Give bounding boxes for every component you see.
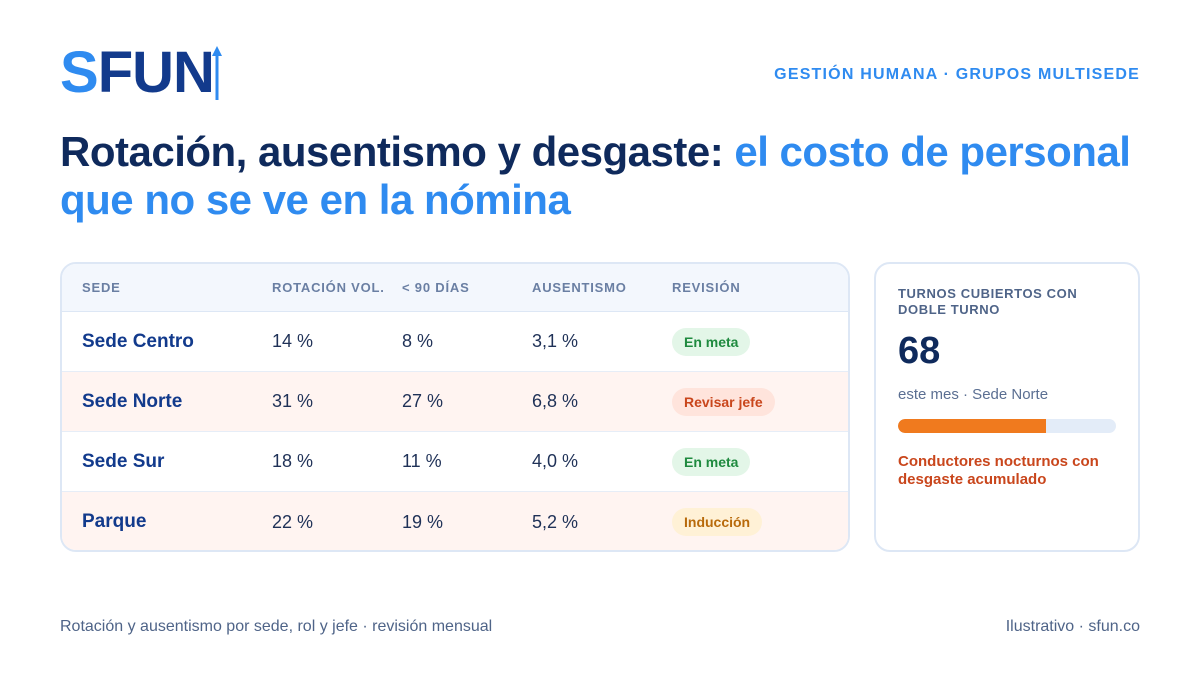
page-title: Rotación, ausentismo y desgaste: el cost…	[60, 128, 1140, 224]
logo-arrow-up-icon	[211, 46, 222, 100]
table-row: Sede Centro 14 % 8 % 3,1 % En meta	[62, 312, 848, 372]
cell-menos-90: 19 %	[402, 511, 444, 532]
cell-rotacion: 31 %	[272, 391, 314, 411]
cell-ausentismo: 3,1 %	[532, 331, 579, 351]
table-header-row: SEDE ROTACIÓN VOL. < 90 DÍAS AUSENTISMO …	[62, 264, 848, 312]
cell-rotacion: 14 %	[272, 331, 314, 351]
side-card-subtitle: este mes · Sede Norte	[898, 386, 1049, 403]
header-rotacion: ROTACIÓN VOL.	[272, 280, 385, 295]
title-part-dark: Rotación, ausentismo y desgaste:	[60, 128, 735, 175]
header-revision: REVISIÓN	[672, 280, 741, 295]
status-badge: En meta	[672, 447, 751, 476]
footer-credit: Ilustrativo · sfun.co	[1005, 618, 1140, 635]
cell-sede: Sede Centro	[82, 330, 194, 352]
cell-menos-90: 11 %	[402, 451, 442, 471]
tagline: GESTIÓN HUMANA · GRUPOS MULTISEDE	[774, 66, 1140, 83]
cell-rotacion: 18 %	[272, 451, 314, 471]
footer-note: Rotación y ausentismo por sede, rol y je…	[60, 618, 493, 635]
status-badge: Revisar jefe	[672, 387, 775, 416]
logo-fun: FUN	[97, 40, 215, 105]
header-sede: SEDE	[82, 280, 121, 295]
header-menos-90: < 90 DÍAS	[402, 280, 470, 295]
progress-bar-fill	[898, 419, 1047, 433]
sfun-logo: S FUN	[60, 44, 222, 102]
cell-ausentismo: 4,0 %	[532, 451, 579, 471]
side-card-note: Conductores nocturnos con desgaste acumu…	[898, 453, 1099, 488]
logo-s: S	[60, 40, 99, 105]
cell-ausentismo: 5,2 %	[532, 511, 579, 532]
status-badge: En meta	[672, 327, 751, 356]
table-row: Parque 22 % 19 % 5,2 % Inducción	[62, 492, 848, 550]
side-card-value: 68	[898, 330, 941, 372]
table-row: Sede Sur 18 % 11 % 4,0 % En meta	[62, 432, 848, 492]
status-badge: Inducción	[672, 508, 763, 536]
progress-bar	[898, 419, 1116, 433]
metrics-table: SEDE ROTACIÓN VOL. < 90 DÍAS AUSENTISMO …	[60, 262, 850, 552]
cell-sede: Sede Norte	[82, 390, 183, 412]
cell-menos-90: 8 %	[402, 331, 434, 351]
title-part-accent: el costo de personal que no se ve en la …	[60, 128, 1131, 223]
header-ausentismo: AUSENTISMO	[532, 280, 627, 295]
table-row: Sede Norte 31 % 27 % 6,8 % Revisar jefe	[62, 372, 848, 432]
side-card-title: TURNOS CUBIERTOS CON DOBLE TURNO	[898, 286, 1078, 317]
double-shift-card: TURNOS CUBIERTOS CON DOBLE TURNO 68 este…	[874, 262, 1140, 552]
cell-sede: Sede Sur	[82, 450, 165, 472]
cell-sede: Parque	[82, 511, 147, 532]
cell-menos-90: 27 %	[402, 391, 444, 411]
cell-ausentismo: 6,8 %	[532, 391, 579, 411]
cell-rotacion: 22 %	[272, 511, 314, 532]
